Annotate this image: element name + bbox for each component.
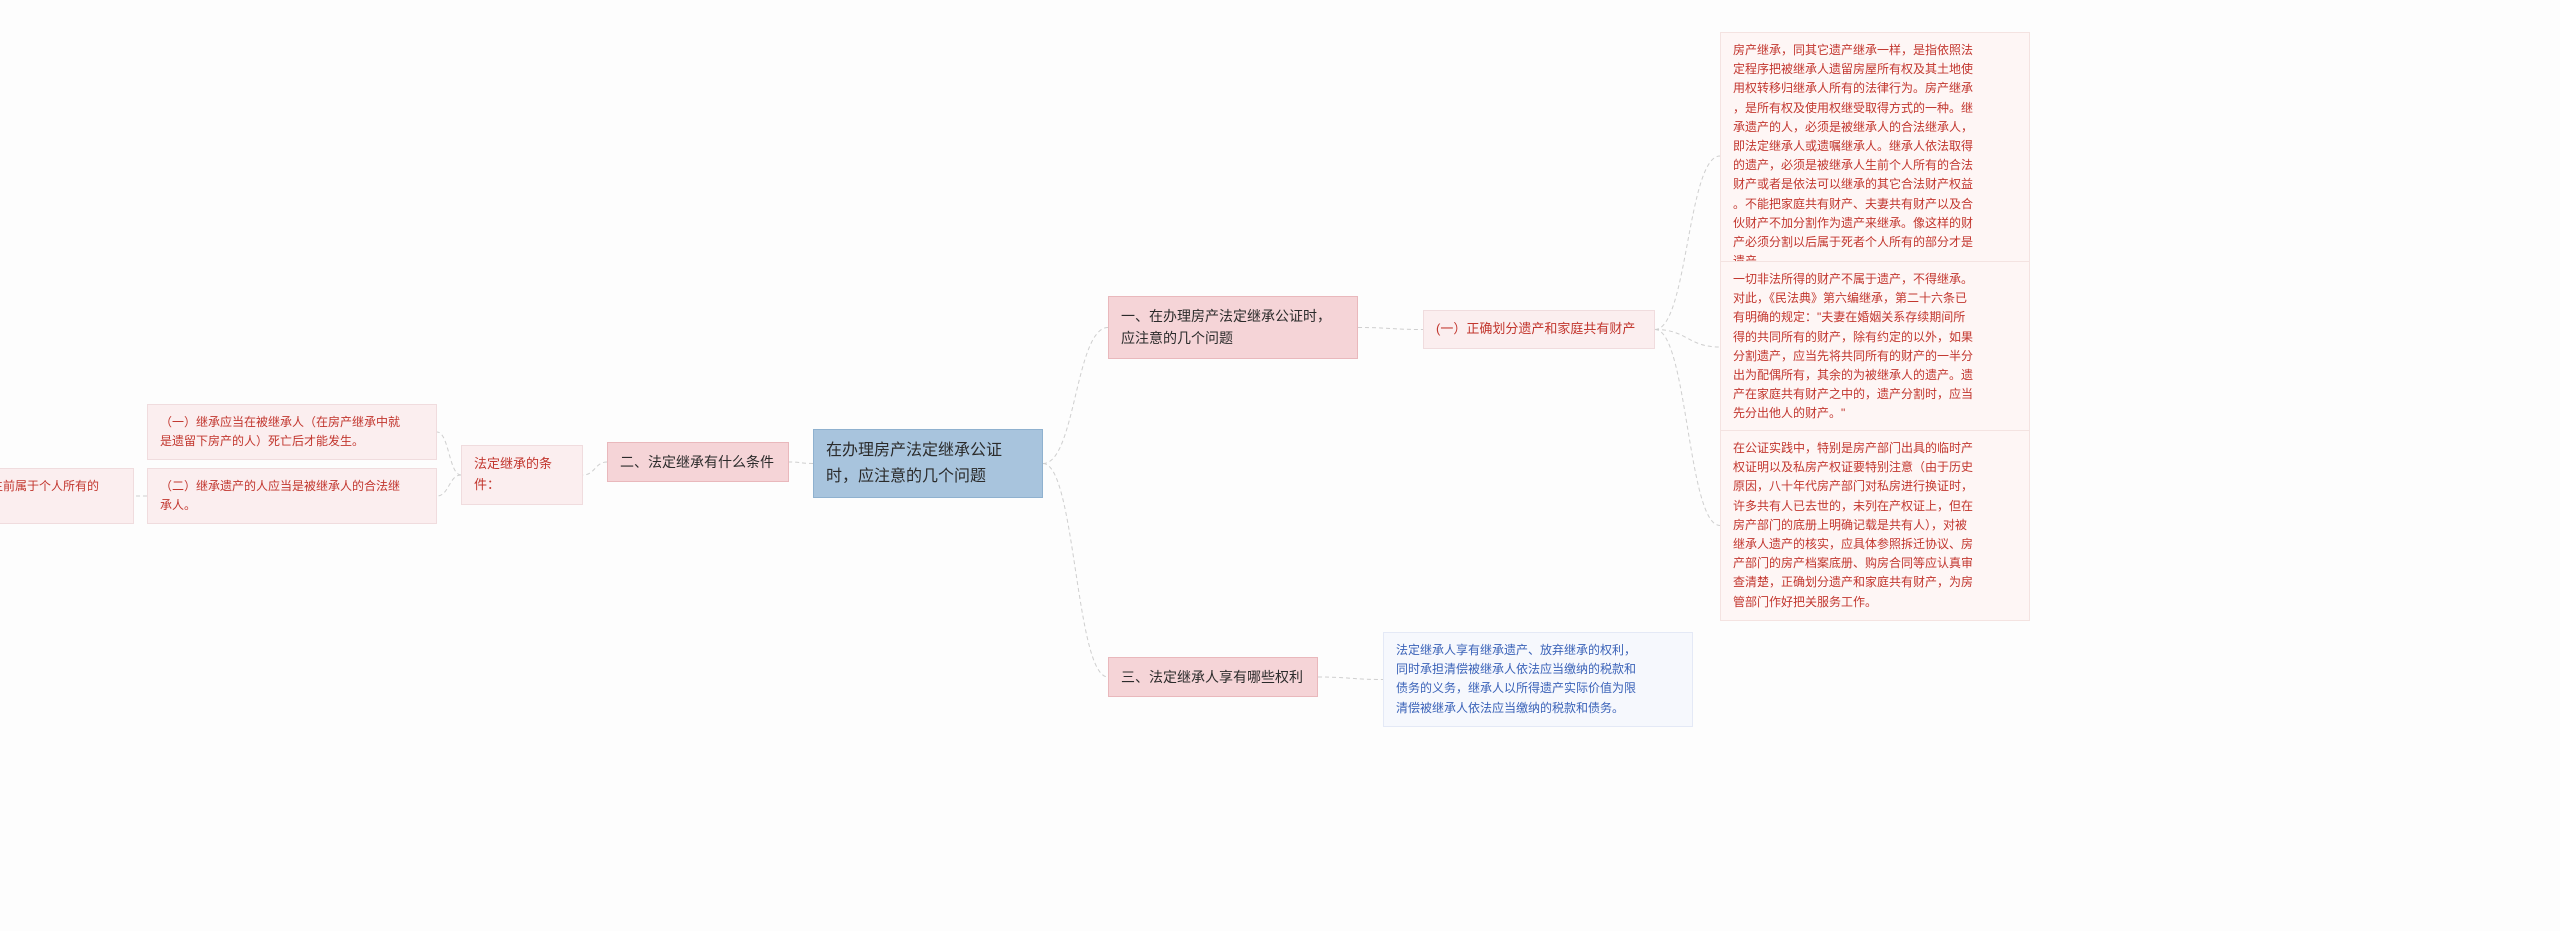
connector [1655, 330, 1720, 526]
node-label: 法定继承人享有继承遗产、放弃继承的权利， 同时承担清偿被继承人依法应当缴纳的税款… [1396, 643, 1636, 715]
connector [437, 432, 461, 475]
connector-layer [0, 0, 2560, 931]
connector [583, 462, 607, 475]
node-b1[interactable]: 一、在办理房产法定继承公证时， 应注意的几个问题 [1108, 296, 1358, 359]
node-label: 一切非法所得的财产不属于遗产，不得继承。 对此，《民法典》第六编继承，第二十六条… [1733, 272, 1973, 420]
node-label: 在办理房产法定继承公证 时，应注意的几个问题 [826, 442, 1002, 485]
node-label: (三)遗产应当是被继承人生前属于个人所有的 财产。 [0, 479, 99, 512]
connector [1043, 464, 1108, 678]
node-label: 在公证实践中，特别是房产部门出具的临时产 权证明以及私房产权证要特别注意（由于历… [1733, 441, 1973, 609]
node-label: 房产继承，同其它遗产继承一样，是指依照法 定程序把被继承人遗留房屋所有权及其土地… [1733, 43, 1973, 268]
node-center[interactable]: 在办理房产法定继承公证 时，应注意的几个问题 [813, 429, 1043, 498]
node-b1_sub[interactable]: (一）正确划分遗产和家庭共有财产 [1423, 310, 1655, 349]
connector [1655, 330, 1720, 348]
node-r3[interactable]: 在公证实践中，特别是房产部门出具的临时产 权证明以及私房产权证要特别注意（由于历… [1720, 430, 2030, 621]
node-label: （二）继承遗产的人应当是被继承人的合法继 承人。 [160, 479, 400, 512]
node-label: 三、法定继承人享有哪些权利 [1121, 669, 1303, 685]
mindmap-stage: 在办理房产法定继承公证 时，应注意的几个问题 一、在办理房产法定继承公证时， 应注… [0, 0, 2560, 931]
node-label: 法定继承的条件： [474, 456, 552, 492]
node-label: (一）正确划分遗产和家庭共有财产 [1436, 321, 1635, 336]
node-label: 二、法定继承有什么条件 [620, 454, 774, 470]
node-r1[interactable]: 房产继承，同其它遗产继承一样，是指依照法 定程序把被继承人遗留房屋所有权及其土地… [1720, 32, 2030, 280]
connector [1043, 328, 1108, 464]
node-b3[interactable]: 三、法定继承人享有哪些权利 [1108, 657, 1318, 697]
node-c1[interactable]: （一）继承应当在被继承人（在房产继承中就 是遗留下房产的人）死亡后才能发生。 [147, 404, 437, 460]
node-b2[interactable]: 二、法定继承有什么条件 [607, 442, 789, 482]
connector [1655, 156, 1720, 330]
node-b3_det[interactable]: 法定继承人享有继承遗产、放弃继承的权利， 同时承担清偿被继承人依法应当缴纳的税款… [1383, 632, 1693, 727]
connector [437, 475, 461, 496]
connector [1358, 328, 1423, 330]
connector [1318, 677, 1383, 680]
node-label: 一、在办理房产法定继承公证时， 应注意的几个问题 [1121, 308, 1331, 346]
connector [789, 462, 813, 464]
node-c2[interactable]: （二）继承遗产的人应当是被继承人的合法继 承人。 [147, 468, 437, 524]
node-r2[interactable]: 一切非法所得的财产不属于遗产，不得继承。 对此，《民法典》第六编继承，第二十六条… [1720, 261, 2030, 433]
node-c3[interactable]: (三)遗产应当是被继承人生前属于个人所有的 财产。 [0, 468, 134, 524]
node-b2_cond[interactable]: 法定继承的条件： [461, 445, 583, 505]
node-label: （一）继承应当在被继承人（在房产继承中就 是遗留下房产的人）死亡后才能发生。 [160, 415, 400, 448]
